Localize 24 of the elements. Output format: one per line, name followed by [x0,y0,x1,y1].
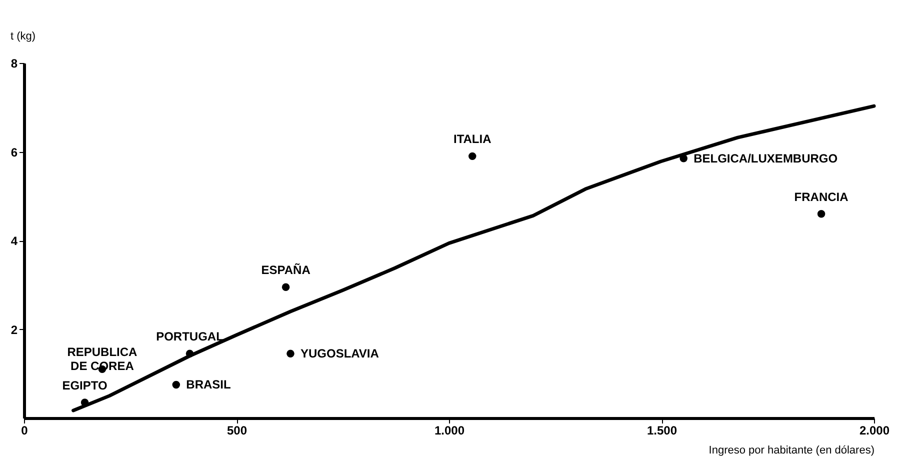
y-tick-label: 2 [10,322,18,337]
x-tick-label: 0 [21,424,28,438]
annotation: FRANCIA [794,190,849,204]
y-tick-label: 4 [10,234,18,248]
y-tick-label: 8 [10,56,18,70]
x-tick-label: 1.500 [646,424,678,438]
annotation: EGIPTO [62,378,108,392]
annotation: PORTUGAL [156,330,224,344]
point [468,152,476,160]
x-tick-label: 1.000 [434,424,465,438]
annotation: BELGICA/LUXEMBURGO [694,151,838,166]
x-tick-label: 2.000 [859,424,890,438]
x-tick-label: 500 [226,424,248,438]
annotation: ESPAÑA [261,263,311,278]
point [172,380,180,389]
point [817,210,826,218]
y-axis-title: t (kg) [10,30,36,42]
x-axis-title: Ingreso por habitante (en dólares) [708,444,874,456]
y-tick-label: 6 [10,145,18,160]
annotation: ITALIA [453,132,492,146]
annotation: YUGOSLAVIA [300,346,380,361]
point [282,283,290,291]
annotation: BRASIL [186,378,231,392]
point [286,350,294,358]
